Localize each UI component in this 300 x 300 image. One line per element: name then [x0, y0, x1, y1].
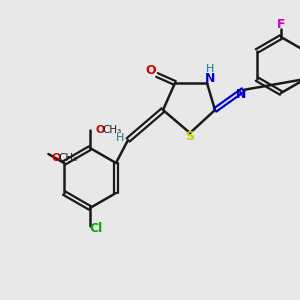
Text: S: S: [185, 130, 194, 143]
Text: O: O: [52, 153, 61, 163]
Text: H: H: [206, 64, 214, 74]
Text: O: O: [95, 125, 105, 135]
Text: O: O: [146, 64, 156, 77]
Text: H: H: [116, 133, 124, 143]
Text: CH₃: CH₃: [59, 153, 78, 163]
Text: Cl: Cl: [89, 221, 103, 235]
Text: CH₃: CH₃: [102, 125, 122, 135]
Text: N: N: [236, 88, 246, 100]
Text: F: F: [277, 17, 285, 31]
Text: N: N: [205, 71, 215, 85]
